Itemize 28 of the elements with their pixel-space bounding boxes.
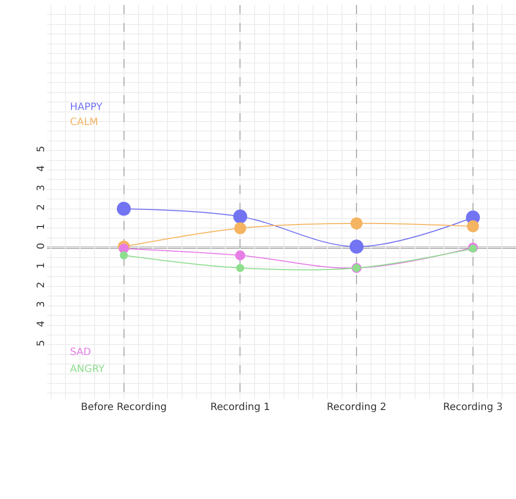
point <box>350 240 364 254</box>
point <box>233 210 248 224</box>
text: CALM <box>70 117 98 128</box>
x-tick-label: Before Recording <box>80 402 167 413</box>
point <box>120 251 128 260</box>
text: SAD <box>70 347 92 358</box>
x-tick-label: Recording 3 <box>443 402 503 413</box>
y-tick-label: 2 <box>36 204 47 210</box>
y-tick-label: 4 <box>36 165 47 172</box>
y-tick-label: 2 <box>36 282 47 288</box>
x-tick-label: Recording 2 <box>326 402 386 413</box>
point <box>466 220 479 232</box>
text: ANGRY <box>70 364 106 375</box>
y-tick-label: 3 <box>36 301 47 308</box>
point <box>116 202 131 216</box>
y-tick-label: 1 <box>36 262 47 269</box>
x-tick-label: Recording 1 <box>210 402 270 413</box>
y-tick-label: 5 <box>36 146 47 152</box>
y-tick-label: 0 <box>36 242 47 250</box>
text: HAPPY <box>70 102 104 113</box>
y-tick-label: 3 <box>36 184 47 192</box>
point <box>236 264 244 272</box>
y-tick-label: 1 <box>36 224 47 230</box>
point <box>350 217 363 230</box>
y-tick-label: 5 <box>36 340 47 346</box>
y-tick-label: 4 <box>36 320 47 327</box>
point <box>235 250 246 260</box>
point <box>234 222 246 234</box>
